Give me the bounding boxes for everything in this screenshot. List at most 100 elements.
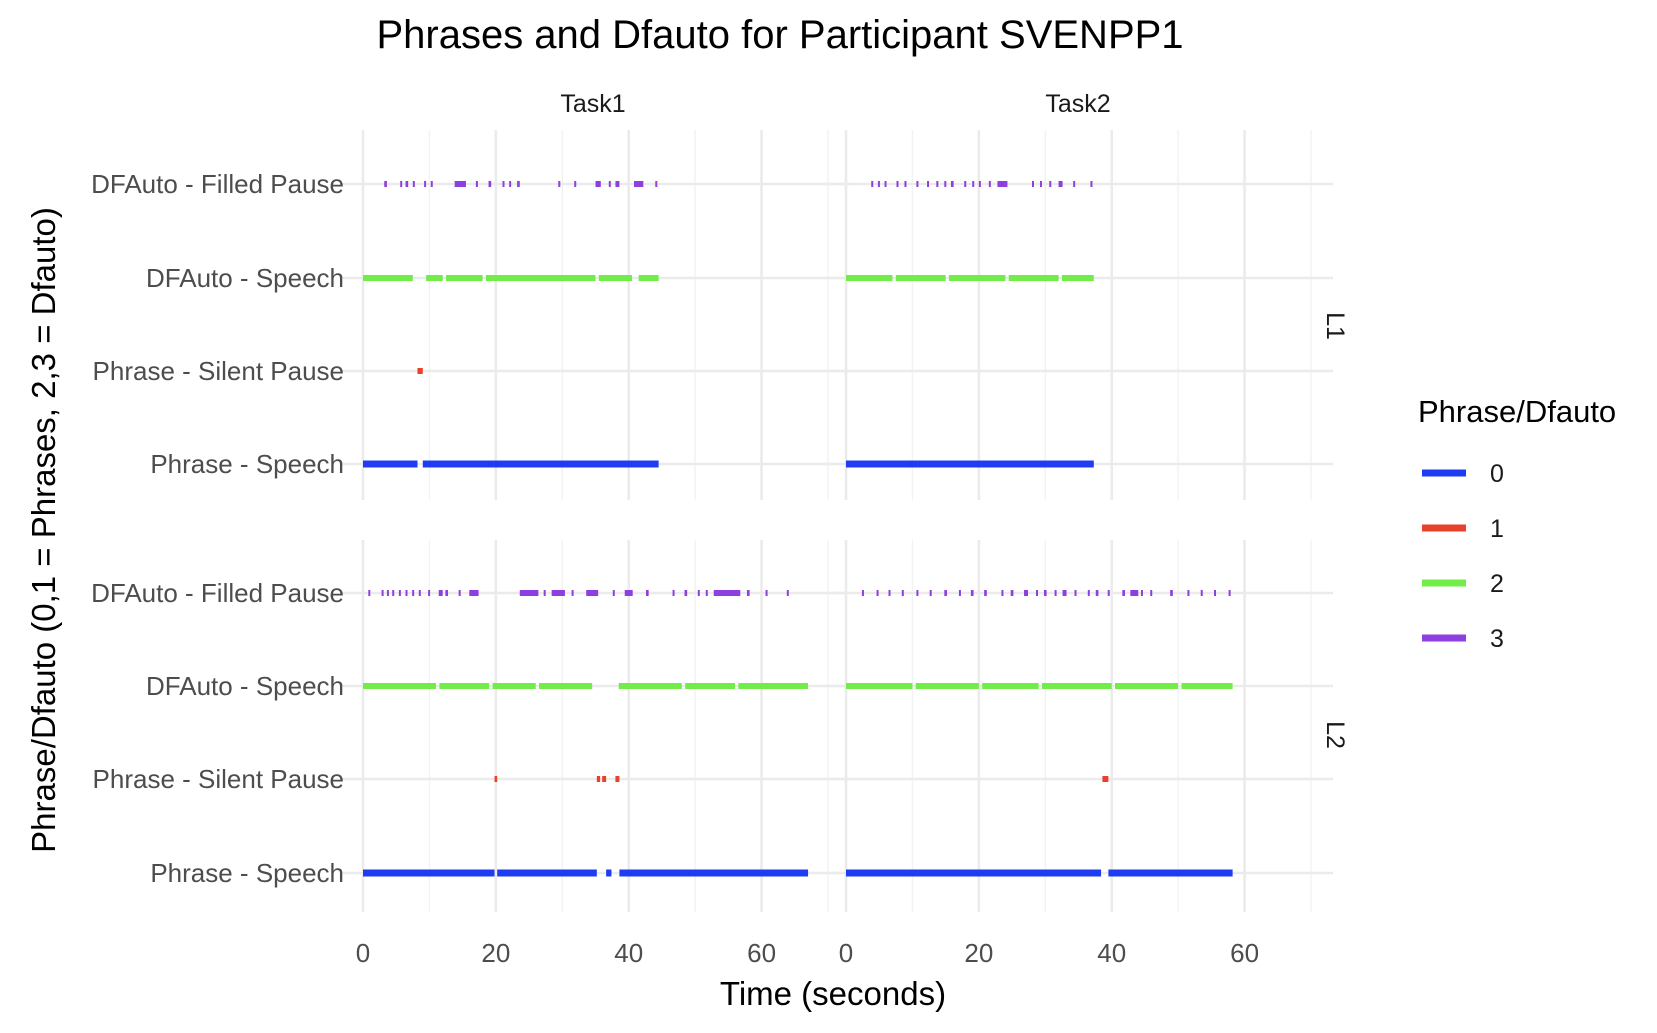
segment-code-3 bbox=[430, 181, 433, 187]
y-tick-label: DFAuto - Speech bbox=[146, 263, 344, 293]
x-tick-label: 20 bbox=[964, 938, 993, 968]
segment-code-2 bbox=[685, 683, 735, 689]
segment-code-3 bbox=[458, 590, 461, 596]
segment-code-3 bbox=[672, 590, 675, 596]
panel-marks-task2-l1 bbox=[846, 181, 1094, 468]
segment-code-3 bbox=[405, 181, 409, 187]
segment-code-3 bbox=[1049, 181, 1052, 187]
y-tick-label: DFAuto - Speech bbox=[146, 671, 344, 701]
segment-code-0 bbox=[606, 869, 612, 877]
segment-code-2 bbox=[598, 275, 633, 281]
segment-code-3 bbox=[1107, 590, 1110, 596]
segment-code-2 bbox=[439, 683, 490, 689]
segment-code-2 bbox=[846, 275, 893, 281]
segment-code-2 bbox=[1041, 683, 1112, 689]
facet-strip-task2: Task2 bbox=[1045, 90, 1110, 118]
segment-code-3 bbox=[1062, 590, 1067, 596]
segment-code-3 bbox=[608, 181, 611, 187]
segment-code-3 bbox=[1054, 590, 1057, 596]
segment-code-3 bbox=[765, 590, 768, 596]
x-tick-label: 40 bbox=[614, 938, 643, 968]
segment-code-3 bbox=[398, 590, 401, 596]
segment-code-2 bbox=[446, 275, 483, 281]
legend-items: 0 1 2 3 bbox=[1422, 460, 1504, 653]
segment-code-0 bbox=[497, 869, 597, 877]
segment-code-3 bbox=[509, 181, 512, 187]
segment-code-0 bbox=[363, 869, 495, 877]
segment-code-3 bbox=[746, 590, 750, 596]
segment-code-3 bbox=[384, 181, 387, 187]
segment-code-2 bbox=[982, 683, 1039, 689]
x-tick-label: 40 bbox=[1097, 938, 1126, 968]
segment-code-3 bbox=[1032, 181, 1034, 187]
segment-code-1 bbox=[615, 776, 620, 782]
segment-code-2 bbox=[363, 275, 413, 281]
segment-code-3 bbox=[1073, 181, 1076, 187]
segment-code-2 bbox=[738, 683, 809, 689]
legend-swatch-0 bbox=[1422, 469, 1466, 477]
legend-title: Phrase/Dfauto bbox=[1418, 394, 1616, 429]
segment-code-0 bbox=[363, 460, 418, 468]
segment-code-2 bbox=[846, 683, 913, 689]
segment-code-3 bbox=[904, 181, 907, 187]
segment-code-3 bbox=[502, 181, 505, 187]
panel-group bbox=[341, 130, 1333, 912]
segment-code-3 bbox=[519, 590, 539, 596]
segment-code-3 bbox=[896, 181, 899, 187]
segment-code-3 bbox=[972, 181, 975, 187]
segment-code-3 bbox=[1035, 590, 1038, 596]
segment-code-3 bbox=[392, 590, 395, 596]
segment-code-3 bbox=[386, 590, 389, 596]
segment-code-3 bbox=[551, 590, 565, 596]
segment-code-3 bbox=[418, 590, 421, 596]
x-tick-label: 60 bbox=[747, 938, 776, 968]
segment-code-3 bbox=[964, 181, 967, 187]
y-tick-label: Phrase - Silent Pause bbox=[93, 356, 344, 386]
segment-code-3 bbox=[988, 181, 991, 187]
segment-code-3 bbox=[944, 590, 947, 596]
segment-code-3 bbox=[684, 590, 688, 596]
segment-code-3 bbox=[615, 181, 620, 187]
segment-code-3 bbox=[1130, 590, 1139, 596]
segment-code-2 bbox=[618, 683, 682, 689]
segment-code-0 bbox=[1108, 869, 1233, 877]
segment-code-1 bbox=[1102, 776, 1109, 782]
y-axis-title: Phrase/Dfauto (0,1 = Phrases, 2,3 = Dfau… bbox=[25, 207, 62, 853]
segment-code-2 bbox=[1008, 275, 1059, 281]
segment-code-2 bbox=[492, 683, 536, 689]
segment-code-3 bbox=[574, 181, 577, 187]
segment-code-3 bbox=[424, 181, 427, 187]
segment-code-0 bbox=[846, 460, 1094, 468]
panel-marks-task1-l2 bbox=[363, 590, 809, 877]
y-tick-label: Phrase - Silent Pause bbox=[93, 764, 344, 794]
segment-code-3 bbox=[612, 590, 615, 596]
panel-task2-l1 bbox=[824, 130, 1333, 500]
x-axis-ticks: 0 20 40 60 0 20 40 60 bbox=[356, 938, 1259, 968]
segment-code-0 bbox=[619, 869, 809, 877]
segment-code-3 bbox=[595, 181, 601, 187]
segment-code-3 bbox=[624, 590, 633, 596]
segment-code-3 bbox=[916, 181, 919, 187]
legend-label-1: 1 bbox=[1490, 515, 1504, 543]
segment-code-3 bbox=[916, 590, 919, 596]
segment-code-3 bbox=[697, 590, 700, 596]
legend-swatch-3 bbox=[1422, 634, 1466, 642]
segment-code-3 bbox=[705, 590, 708, 596]
segment-code-3 bbox=[929, 590, 932, 596]
segment-code-3 bbox=[876, 590, 879, 596]
segment-code-3 bbox=[1010, 590, 1014, 596]
legend: Phrase/Dfauto 0 1 2 3 bbox=[1418, 394, 1616, 653]
segment-code-2 bbox=[1061, 275, 1094, 281]
segment-code-3 bbox=[469, 590, 479, 596]
y-axis-ticks: DFAuto - Filled Pause DFAuto - Speech Phra… bbox=[91, 169, 344, 888]
segment-code-1 bbox=[494, 776, 498, 782]
x-tick-label: 0 bbox=[839, 938, 853, 968]
segment-code-3 bbox=[884, 181, 887, 187]
segment-code-2 bbox=[539, 683, 593, 689]
legend-swatch-2 bbox=[1422, 579, 1466, 587]
segment-code-3 bbox=[1140, 590, 1143, 596]
segment-code-1 bbox=[602, 776, 607, 782]
segment-code-2 bbox=[948, 275, 1006, 281]
x-axis-title: Time (seconds) bbox=[720, 975, 946, 1012]
